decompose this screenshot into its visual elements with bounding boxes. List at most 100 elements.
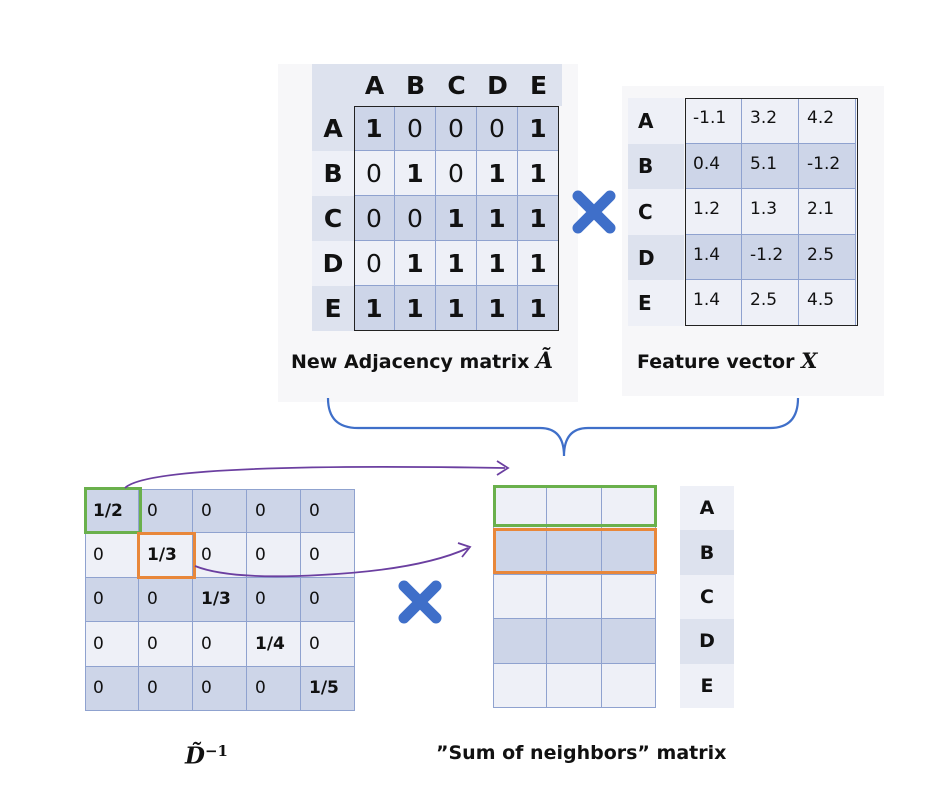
degree-inverse-cell: 0 bbox=[139, 622, 193, 667]
adjacency-cell: 0 bbox=[436, 106, 477, 151]
adjacency-cell: 1 bbox=[477, 151, 518, 196]
degree-inverse-cell: 0 bbox=[247, 489, 301, 534]
adjacency-cell: 0 bbox=[395, 106, 436, 151]
adjacency-cell: 1 bbox=[518, 286, 559, 331]
adjacency-cell: 1 bbox=[436, 286, 477, 331]
sum-matrix-cell bbox=[547, 574, 602, 620]
adjacency-row-header: A bbox=[312, 106, 354, 151]
degree-inverse-cell: 0 bbox=[85, 577, 139, 623]
adjacency-cell: 1 bbox=[436, 196, 477, 241]
multiply-icon-top bbox=[572, 190, 616, 234]
feature-row-header: C bbox=[628, 189, 684, 235]
degree-inverse-cell: 1/5 bbox=[301, 666, 355, 711]
feature-symbol: X bbox=[801, 348, 818, 373]
adjacency-cell: 1 bbox=[518, 196, 559, 241]
adjacency-cell: 1 bbox=[436, 241, 477, 286]
feature-row-header: D bbox=[628, 234, 684, 281]
adjacency-cell: 1 bbox=[395, 241, 436, 286]
sum-matrix-cell bbox=[601, 530, 656, 575]
adjacency-cell: 1 bbox=[354, 106, 395, 151]
feature-cell: 0.4 bbox=[685, 143, 742, 190]
degree-inverse-cell: 0 bbox=[247, 533, 301, 578]
sum-row-label: A bbox=[680, 486, 734, 531]
sum-matrix-cell bbox=[547, 530, 602, 575]
feature-caption-text: Feature vector bbox=[637, 351, 795, 373]
feature-cell: 4.5 bbox=[799, 280, 856, 326]
adjacency-symbol: Ã bbox=[536, 348, 554, 374]
degree-inverse-cell: 0 bbox=[193, 489, 247, 534]
sum-row-label: E bbox=[680, 663, 734, 708]
adjacency-col-header: C bbox=[436, 64, 477, 106]
feature-row-header: E bbox=[628, 280, 684, 326]
sum-matrix-cell bbox=[601, 619, 656, 664]
adjacency-cell: 0 bbox=[354, 196, 395, 241]
arrow-row-a-head bbox=[496, 460, 510, 476]
feature-cell: 3.2 bbox=[742, 98, 799, 144]
degree-inverse-cell: 0 bbox=[193, 666, 247, 711]
arrow-row-b-head bbox=[457, 542, 472, 558]
sum-matrix-cell bbox=[493, 619, 548, 664]
adjacency-cell: 0 bbox=[395, 196, 436, 241]
green-highlight-box bbox=[84, 487, 142, 534]
degree-inverse-cell: 0 bbox=[301, 533, 355, 578]
degree-inverse-cell: 1/3 bbox=[139, 533, 193, 578]
sum-caption: ”Sum of neighbors” matrix bbox=[436, 742, 727, 764]
adjacency-cell: 1 bbox=[518, 241, 559, 286]
degree-inverse-cell: 0 bbox=[139, 577, 193, 623]
orange-highlight-box bbox=[137, 532, 196, 579]
feature-row-header: A bbox=[628, 98, 684, 144]
feature-cell: 4.2 bbox=[799, 98, 856, 144]
adjacency-cell: 1 bbox=[395, 286, 436, 331]
degree-inverse-cell: 0 bbox=[193, 622, 247, 667]
sum-row-a-highlight bbox=[493, 485, 657, 527]
degree-inverse-caption: D̃−1 bbox=[185, 742, 228, 769]
adjacency-cell: 1 bbox=[477, 196, 518, 241]
degree-inverse-cell: 0 bbox=[193, 533, 247, 578]
sum-matrix-cell bbox=[547, 619, 602, 664]
sum-matrix-cell bbox=[493, 486, 548, 531]
feature-cell: 5.1 bbox=[742, 143, 799, 190]
degree-inverse-cell: 0 bbox=[301, 577, 355, 623]
adjacency-row-header: B bbox=[312, 151, 354, 196]
brace-connector bbox=[326, 397, 800, 457]
degree-inverse-symbol: D̃ bbox=[185, 742, 205, 770]
sum-row-label: C bbox=[680, 574, 734, 620]
feature-cell: -1.2 bbox=[799, 143, 856, 190]
adjacency-cell: 1 bbox=[395, 151, 436, 196]
arrow-row-b bbox=[194, 547, 469, 578]
adjacency-col-header: B bbox=[395, 64, 436, 106]
degree-inverse-cell: 0 bbox=[247, 577, 301, 623]
feature-cell: 1.3 bbox=[742, 189, 799, 235]
feature-cell: 2.5 bbox=[742, 280, 799, 326]
feature-cell: -1.2 bbox=[742, 234, 799, 281]
adjacency-row-header: D bbox=[312, 241, 354, 286]
feature-matrix-border bbox=[685, 98, 858, 326]
adjacency-cell: 1 bbox=[477, 241, 518, 286]
adjacency-col-header: E bbox=[518, 64, 559, 106]
sum-matrix-cell bbox=[547, 663, 602, 708]
sum-row-label: D bbox=[680, 619, 734, 664]
adjacency-row-header: C bbox=[312, 196, 354, 241]
adjacency-cell: 0 bbox=[354, 151, 395, 196]
multiply-icon-bottom bbox=[398, 580, 442, 624]
degree-inverse-superscript: −1 bbox=[204, 742, 228, 760]
adjacency-cell: 0 bbox=[477, 106, 518, 151]
adjacency-col-header: D bbox=[477, 64, 518, 106]
degree-inverse-cell: 0 bbox=[85, 666, 139, 711]
adjacency-cell: 1 bbox=[518, 151, 559, 196]
feature-cell: 2.5 bbox=[799, 234, 856, 281]
sum-matrix-cell bbox=[493, 663, 548, 708]
feature-caption: Feature vector X bbox=[637, 348, 817, 373]
adjacency-matrix-border bbox=[354, 106, 559, 331]
adjacency-caption-text: New Adjacency matrix bbox=[291, 351, 530, 373]
feature-cell: 2.1 bbox=[799, 189, 856, 235]
feature-cell: 1.4 bbox=[685, 234, 742, 281]
sum-row-label: B bbox=[680, 530, 734, 575]
adjacency-cell: 0 bbox=[436, 151, 477, 196]
feature-cell: -1.1 bbox=[685, 98, 742, 144]
adjacency-cell: 1 bbox=[477, 286, 518, 331]
sum-matrix-cell bbox=[601, 574, 656, 620]
degree-inverse-cell: 1/4 bbox=[247, 622, 301, 667]
sum-row-b-highlight bbox=[493, 528, 657, 574]
